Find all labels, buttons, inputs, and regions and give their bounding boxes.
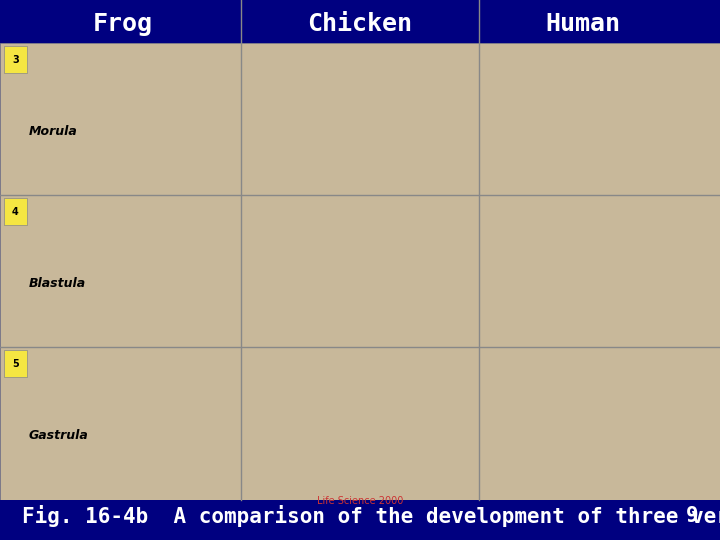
Bar — [4, 198, 27, 225]
Bar — [4, 46, 27, 73]
Text: 5: 5 — [12, 359, 19, 369]
Bar — [0, 0, 720, 43]
Text: 3: 3 — [12, 55, 19, 65]
Bar — [0, 500, 720, 540]
Text: Gastrula: Gastrula — [29, 429, 89, 442]
Text: Blastula: Blastula — [29, 277, 86, 290]
Text: Morula: Morula — [29, 125, 78, 138]
Text: 9: 9 — [685, 505, 698, 526]
Text: Life Science 2000: Life Science 2000 — [317, 496, 403, 505]
Bar — [0, 43, 720, 500]
Bar — [4, 350, 27, 377]
Text: Frog: Frog — [92, 12, 153, 36]
Text: Fig. 16-4b  A comparison of the development of three vertebrates.: Fig. 16-4b A comparison of the developme… — [22, 505, 720, 526]
Text: Human: Human — [546, 12, 621, 36]
Text: 4: 4 — [12, 207, 19, 217]
Text: Chicken: Chicken — [307, 12, 413, 36]
